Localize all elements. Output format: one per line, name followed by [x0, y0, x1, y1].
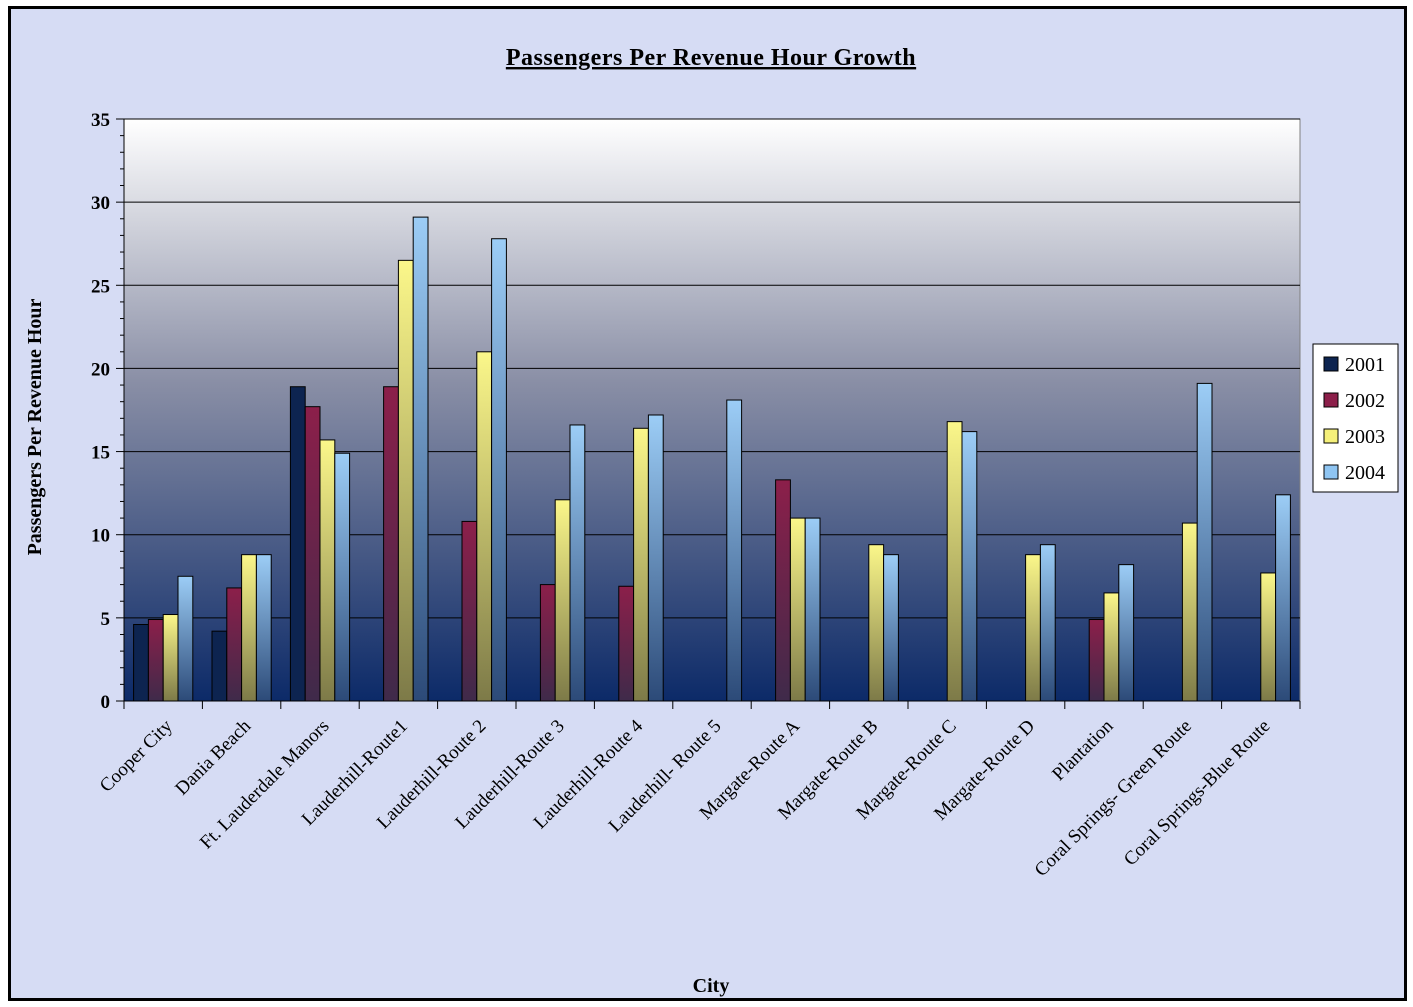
bar-2004-7	[726, 399, 743, 702]
bar-2004-13	[1196, 382, 1213, 702]
legend-label: 2002	[1345, 390, 1385, 412]
legend-swatch-2002	[1323, 392, 1339, 408]
x-tick-label: Cooper City	[96, 715, 177, 796]
bar-2004-6	[647, 414, 664, 702]
bar-2004-0	[177, 575, 194, 702]
bar-2002-2	[304, 406, 321, 702]
bar-2004-10	[961, 431, 978, 702]
chart-svg: Passengers Per Revenue Hour Growth 0 5 10 1…	[24, 45, 1399, 997]
y-tick-label: 20	[91, 359, 110, 380]
y-tick-label: 0	[101, 692, 111, 713]
bar-2003-4	[476, 351, 493, 702]
bar-2004-1	[255, 554, 272, 702]
bar-2004-8	[804, 517, 821, 702]
x-tick-label: Coral Springs- Green Route	[1031, 716, 1196, 881]
bar-2001-0	[133, 624, 149, 702]
bar-2002-6	[618, 585, 635, 702]
bars	[133, 216, 1291, 702]
x-tick-label: Plantation	[1048, 715, 1118, 785]
x-axis-title: City	[693, 975, 730, 997]
bar-2004-5	[569, 424, 586, 702]
bar-2003-2	[319, 439, 336, 702]
y-axis-title: Passengers Per Revenue Hour	[24, 298, 46, 555]
legend-swatch-2001	[1323, 356, 1339, 372]
bar-2003-6	[633, 427, 649, 702]
bar-2002-4	[461, 520, 478, 702]
bar-2003-10	[946, 421, 963, 702]
bar-2004-14	[1275, 494, 1291, 702]
bar-2003-1	[241, 554, 257, 702]
bar-2004-3	[412, 216, 429, 702]
bar-2003-8	[789, 517, 806, 702]
bar-2002-0	[147, 619, 164, 702]
x-tick-label: Coral Springs-Blue Route	[1120, 716, 1274, 870]
bar-2002-8	[775, 479, 791, 702]
y-tick-label: 30	[91, 193, 110, 214]
legend-swatch-2004	[1323, 464, 1339, 480]
bar-2002-12	[1088, 619, 1105, 702]
legend-label: 2001	[1345, 354, 1385, 376]
bar-2003-12	[1103, 592, 1120, 702]
chart-frame: Passengers Per Revenue Hour Growth 0 5 10 1…	[8, 6, 1407, 1001]
axes	[116, 118, 1301, 709]
legend-label: 2003	[1345, 426, 1385, 448]
bar-2004-2	[334, 452, 351, 702]
bar-2004-12	[1118, 564, 1135, 702]
bar-2003-0	[162, 614, 179, 702]
legend: 2001 2002 2003 2004	[1312, 343, 1399, 493]
bar-2004-11	[1039, 544, 1056, 702]
x-tick-label: Dania Beach	[171, 715, 255, 799]
bar-2003-9	[868, 544, 885, 702]
bar-2002-3	[383, 386, 399, 702]
bar-2004-4	[491, 238, 507, 702]
legend-label: 2004	[1345, 462, 1385, 484]
bar-2004-9	[883, 554, 899, 702]
y-tick-labels: 0 5 10 15 20 25 30 35	[91, 110, 110, 713]
y-tick-label: 10	[91, 526, 110, 547]
legend-swatch-2003	[1323, 428, 1339, 444]
bar-2002-5	[539, 584, 556, 702]
bar-2003-14	[1260, 572, 1277, 702]
bar-2003-13	[1181, 522, 1198, 702]
chart-title: Passengers Per Revenue Hour Growth	[506, 45, 916, 71]
y-tick-label: 25	[91, 276, 110, 297]
bar-2003-5	[554, 499, 571, 702]
y-tick-label: 35	[91, 110, 110, 131]
bar-2001-2	[289, 386, 306, 702]
y-tick-label: 15	[91, 443, 110, 464]
bar-2003-11	[1025, 554, 1041, 702]
bar-2003-3	[397, 259, 414, 702]
x-tick-label: Ft. Lauderdale Manors	[196, 716, 334, 854]
bar-2001-1	[211, 630, 228, 702]
bar-2002-1	[226, 587, 243, 702]
y-tick-label: 5	[101, 609, 111, 630]
